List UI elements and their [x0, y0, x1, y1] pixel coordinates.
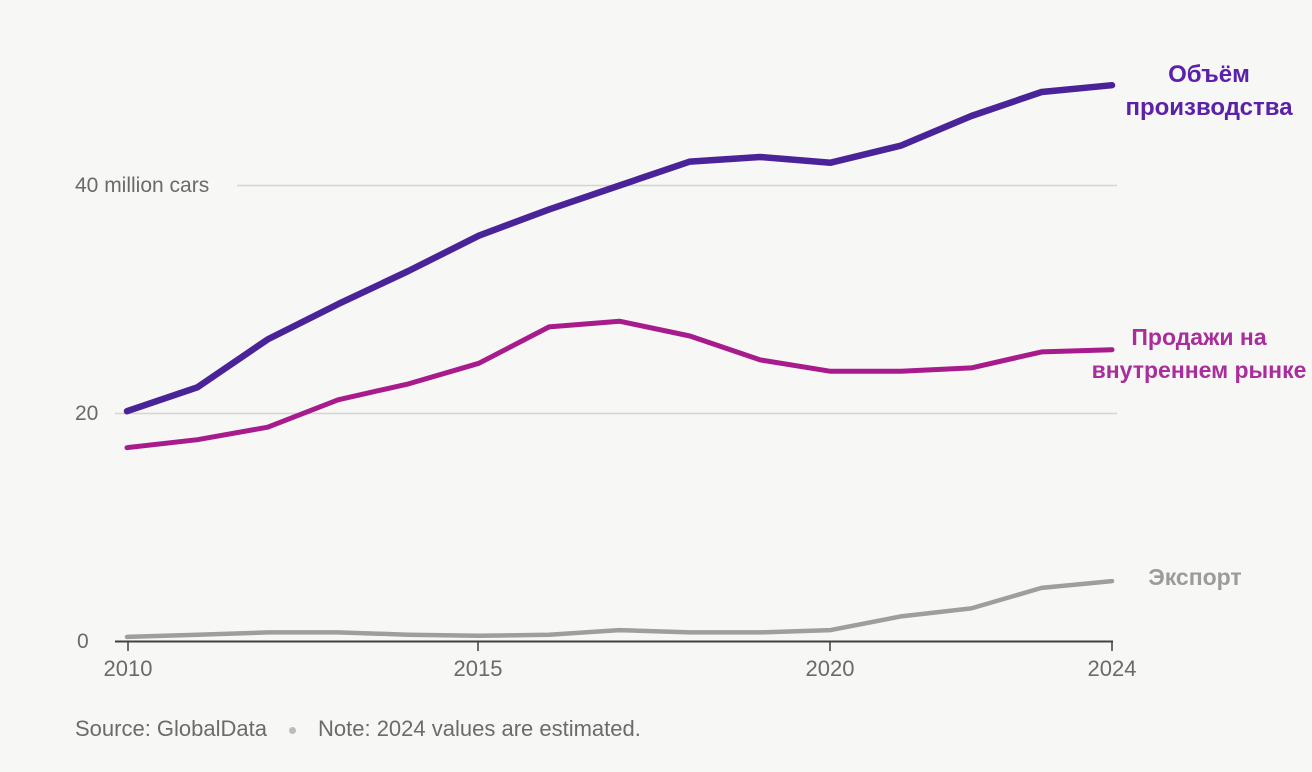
- production-line: [123, 81, 1116, 415]
- exports-line: [124, 578, 1115, 640]
- domestic-sales-series-label: Продажи на внутреннем рынке: [1086, 321, 1312, 387]
- exports-series-label: Экспорт: [1148, 564, 1242, 590]
- footer-separator-dot: •: [289, 726, 296, 734]
- production-series-label-line2: производства: [1125, 94, 1293, 121]
- x-axis-label-2024: 2024: [1087, 656, 1137, 681]
- production-series-label-line1: Объём: [1168, 61, 1250, 88]
- y-axis-label-0: 0: [77, 630, 89, 653]
- x-axis-label-2010: 2010: [103, 656, 153, 681]
- domestic-sales-series-label-line1: Продажи на: [1131, 324, 1267, 350]
- domestic-sales-series-label-line2: внутреннем рынке: [1091, 357, 1307, 383]
- footer: Source: GlobalData • Note: 2024 values a…: [75, 716, 641, 742]
- source-note: Source: GlobalData: [75, 716, 267, 741]
- estimate-note: Note: 2024 values are estimated.: [318, 716, 641, 741]
- production-series-label: Объём производства: [1118, 58, 1300, 124]
- y-axis-label-40: 40 million cars: [75, 174, 210, 197]
- domestic-sales-line: [124, 318, 1115, 451]
- x-axis-label-2015: 2015: [453, 656, 503, 681]
- x-axis-label-2020: 2020: [805, 656, 855, 681]
- y-axis-label-20: 20: [75, 402, 99, 425]
- x-axis-ticks: [127, 642, 1113, 651]
